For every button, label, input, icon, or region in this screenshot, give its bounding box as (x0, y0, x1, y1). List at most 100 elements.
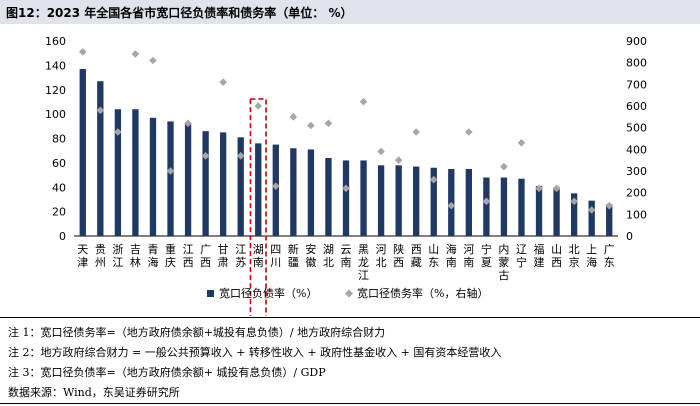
scatter-point (149, 56, 157, 65)
scatter-point (412, 128, 420, 136)
scatter-point (359, 97, 368, 106)
x-tick-label: 青海 (147, 243, 158, 269)
scatter-point (517, 139, 526, 147)
y-left-tick-label: 0 (59, 230, 66, 243)
y-left-tick-label: 160 (45, 35, 66, 48)
x-tick-label: 吉林 (130, 243, 141, 269)
bar (430, 167, 437, 236)
scatter-point (114, 128, 122, 136)
scatter-point (377, 147, 385, 156)
scatter-point (166, 167, 175, 175)
bar (588, 200, 595, 236)
scatter-point (587, 206, 596, 214)
divider-bottom (0, 403, 700, 404)
x-tick-label: 四川 (270, 243, 281, 269)
y-right-tick-label: 800 (626, 57, 647, 70)
x-tick-label: 黑龙江 (358, 243, 369, 282)
chart: 0 20 40 60 80 100 120 140 160 0 100 200 300 400 500 600… (45, 35, 647, 316)
scatter-point (465, 128, 473, 136)
note-1: 注 1：宽口径债务率=（地方政府债余额+城投有息负债）/ 地方政府综合财力 (8, 326, 386, 339)
x-tick-label: 江西 (183, 243, 194, 269)
scatter-point (342, 184, 350, 193)
bar (237, 137, 244, 236)
scatter-point (447, 201, 456, 210)
bar (272, 144, 279, 236)
bar (290, 148, 297, 236)
bar (325, 158, 332, 236)
bar (413, 166, 420, 236)
y-left-tick-label: 140 (45, 59, 66, 72)
y-right-tick-label: 300 (626, 165, 647, 178)
highlight-box (249, 98, 267, 316)
x-tick-label: 内蒙古 (498, 242, 509, 282)
x-tick-label: 河南 (463, 243, 474, 269)
scatter-point (254, 102, 263, 110)
scatter-point (272, 182, 280, 190)
x-tick-label: 上海 (586, 243, 597, 269)
scatter-point (236, 152, 245, 160)
bar (132, 109, 139, 236)
chart-title: 图12：2023 年全国各省市宽口径负债率和债务率（单位： %） (6, 6, 353, 20)
bar (342, 160, 350, 236)
bar (149, 117, 157, 236)
bar (483, 177, 490, 236)
y-right-tick-label: 0 (626, 230, 633, 243)
x-tick-label: 新疆 (288, 242, 299, 269)
x-tick-label: 山西 (551, 243, 562, 269)
x-tick-label: 湖北 (323, 243, 334, 269)
bar (114, 109, 122, 236)
bar (307, 149, 315, 236)
x-tick-label: 广西 (200, 243, 211, 269)
scatter-point (201, 152, 210, 160)
bar (202, 131, 209, 236)
scatter-point (184, 119, 192, 128)
bar (360, 160, 367, 236)
scatter-point (324, 119, 333, 128)
y-left-tick-label: 40 (52, 181, 66, 194)
bar (220, 132, 227, 236)
divider-top (0, 317, 700, 318)
bar (606, 204, 613, 236)
bar (518, 178, 525, 236)
note-3: 注 3：宽口径负债率=（地方政府债余额+ 城投有息负债）/ GDP (8, 366, 326, 379)
legend-point-label: 宽口径债务率（%，右轴） (357, 286, 488, 300)
bar (570, 193, 578, 236)
x-tick-label: 江苏 (235, 243, 246, 269)
scatter-point (429, 175, 438, 184)
x-tick-label: 北京 (569, 243, 580, 269)
x-tick-label: 山东 (428, 243, 439, 269)
bar (79, 69, 86, 236)
y-right-tick-label: 700 (626, 78, 647, 91)
x-tick-label: 辽宁 (516, 243, 527, 269)
bar (553, 187, 560, 236)
x-tick-label: 福建 (534, 242, 545, 269)
scatter-point (500, 162, 508, 171)
x-tick-label: 云南 (341, 243, 352, 269)
source-note: 数据来源：Wind，东吴证券研究所 (8, 386, 180, 399)
scatter-point (219, 78, 227, 86)
x-tick-label: 海南 (446, 242, 457, 269)
y-left-tick-label: 100 (45, 108, 66, 121)
note-2: 注 2：地方政府综合财力 = 一般公共预算收入 + 转移性收入 + 政府性基金收… (8, 346, 502, 359)
x-tick-label: 河北 (376, 243, 387, 269)
y-right-tick-label: 100 (626, 208, 647, 221)
scatter-point (605, 201, 614, 210)
scatter-point (552, 184, 561, 193)
y-right-tick-label: 200 (626, 187, 647, 200)
y-right-tick-label: 400 (626, 143, 647, 156)
x-tick-label: 天津 (77, 243, 88, 269)
y-left-tick-label: 20 (52, 206, 66, 219)
bar (167, 121, 174, 236)
scatter-point (394, 156, 403, 164)
x-tick-label: 甘肃 (218, 243, 229, 269)
scatter-point (307, 121, 315, 130)
x-tick-label: 湖南 (253, 243, 264, 269)
y-right-tick-label: 600 (626, 100, 647, 113)
scatter-point (131, 50, 140, 58)
bar (395, 165, 402, 236)
scatter-point (78, 48, 87, 56)
legend-point-swatch (345, 289, 353, 298)
scatter-point (96, 106, 105, 115)
y-left-tick-label: 120 (45, 84, 66, 97)
